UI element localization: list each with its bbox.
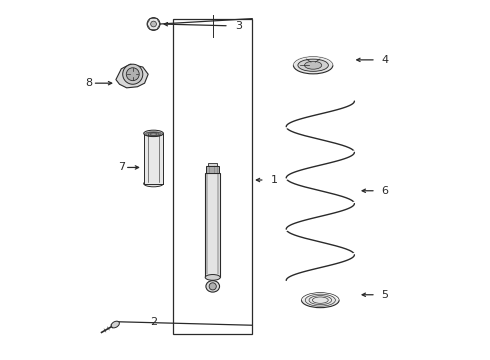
Circle shape	[151, 21, 156, 27]
Ellipse shape	[111, 321, 120, 328]
Text: 7: 7	[118, 162, 125, 172]
Text: 3: 3	[235, 21, 243, 31]
Ellipse shape	[304, 61, 322, 69]
Ellipse shape	[298, 59, 328, 71]
Circle shape	[209, 283, 216, 290]
Ellipse shape	[144, 130, 164, 136]
Ellipse shape	[301, 293, 339, 308]
Ellipse shape	[144, 180, 164, 187]
Text: 6: 6	[381, 186, 388, 196]
Text: 4: 4	[381, 55, 389, 65]
Bar	[208, 163, 217, 168]
Circle shape	[126, 68, 139, 81]
Bar	[206, 166, 219, 172]
Ellipse shape	[294, 57, 333, 74]
Text: 1: 1	[271, 175, 278, 185]
Polygon shape	[116, 64, 148, 88]
Text: 2: 2	[150, 317, 157, 327]
Bar	[173, 19, 252, 334]
Bar	[144, 134, 164, 184]
Ellipse shape	[206, 281, 220, 292]
Circle shape	[122, 64, 143, 84]
Ellipse shape	[205, 275, 221, 280]
Bar	[205, 172, 221, 278]
Text: 8: 8	[85, 78, 93, 88]
Circle shape	[147, 18, 160, 31]
Text: 5: 5	[381, 290, 388, 300]
